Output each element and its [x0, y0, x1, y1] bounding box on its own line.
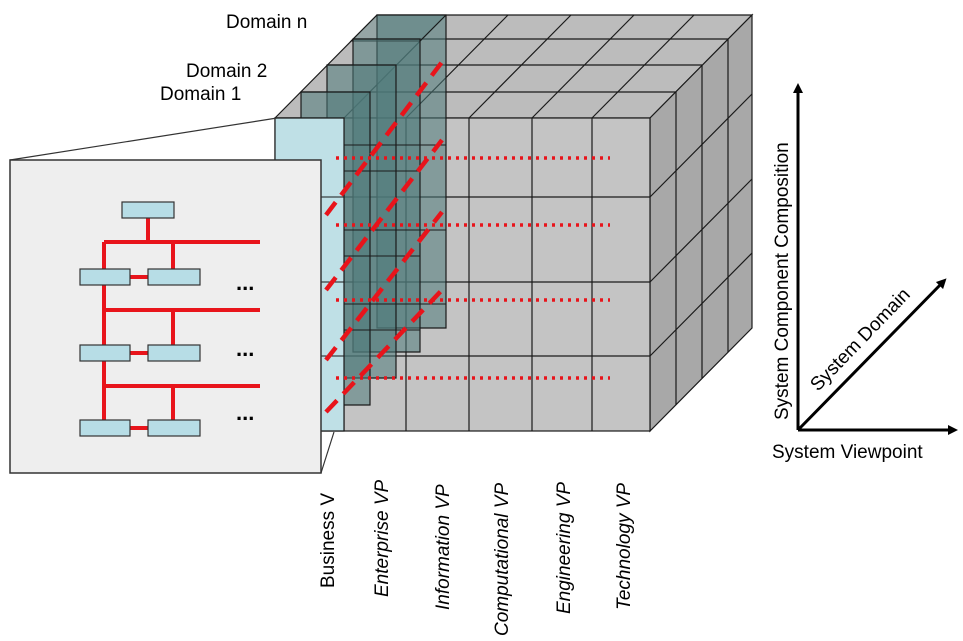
viewpoint-computational-label: Computational VP [492, 483, 513, 636]
axes: System Component Composition System Doma… [772, 83, 958, 463]
viewpoint-technology-label: Technology VP [614, 483, 635, 610]
viewpoint-dotted-lines [336, 156, 610, 380]
component-box [147, 268, 201, 286]
component-boxes [79, 201, 201, 437]
viewpoint-information-label: Information VP [433, 484, 454, 610]
cube-side-grid [649, 39, 753, 405]
zoom-panel: ... ... ... [9, 117, 335, 474]
ellipsis-3: ... [236, 400, 254, 425]
viewpoint-business-label: Business V [318, 493, 339, 588]
ellipsis-1: ... [236, 270, 254, 295]
hierarchy-tree [102, 218, 260, 430]
axis-horizontal-label: System Viewpoint [772, 442, 923, 463]
zoom-connector-top [9, 117, 278, 161]
component-box [79, 344, 131, 362]
axis-vertical-label: System Component Composition [772, 142, 793, 420]
component-box [147, 344, 201, 362]
component-box [79, 268, 131, 286]
domain-1-label: Domain 1 [160, 84, 241, 105]
domain-diagonals [324, 60, 444, 414]
ellipsis-2: ... [236, 336, 254, 361]
viewpoint-engineering-label: Engineering VP [554, 482, 575, 614]
domain-n-label: Domain n [226, 12, 307, 33]
component-box [147, 419, 201, 437]
domain-2-label: Domain 2 [186, 61, 267, 82]
viewpoint-enterprise-label: Enterprise VP [372, 479, 393, 597]
axis-diagonal [796, 278, 947, 432]
component-box [79, 419, 131, 437]
zoom-connector-bottom [320, 431, 335, 474]
component-box-root [121, 201, 175, 219]
axis-diagonal-label: System Domain [806, 284, 914, 395]
